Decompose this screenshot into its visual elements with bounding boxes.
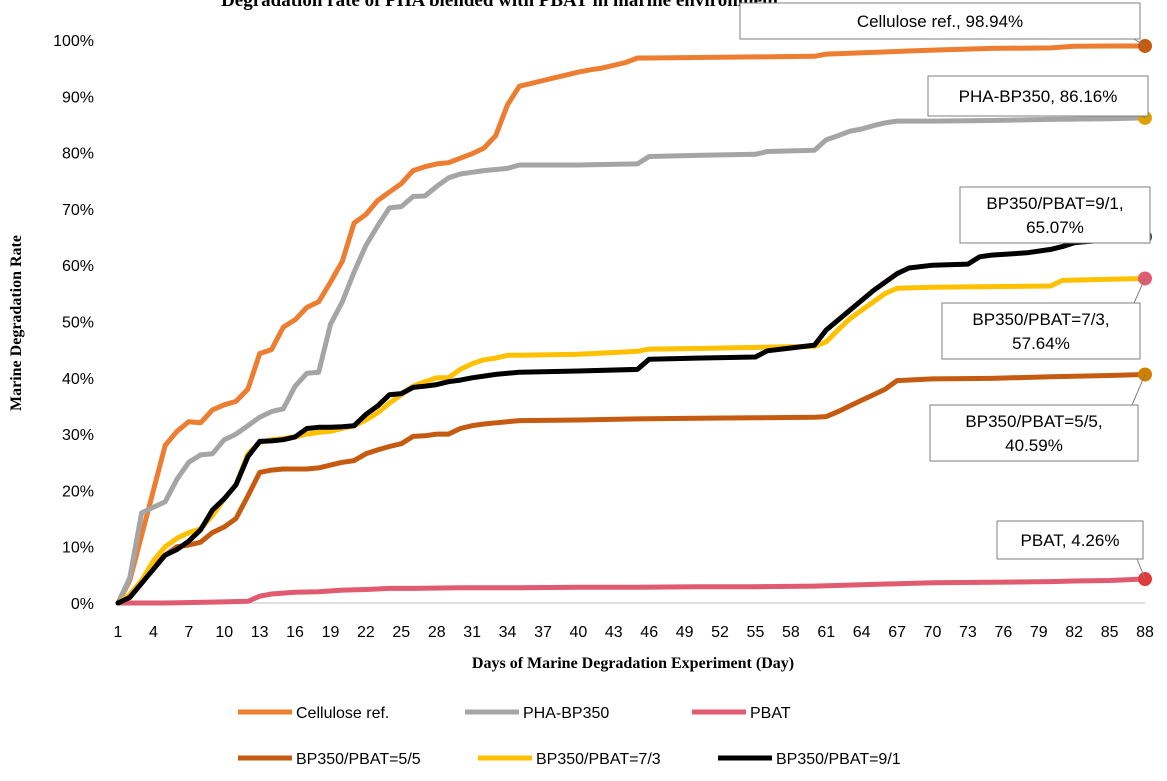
series-line-1 bbox=[115, 115, 1148, 606]
x-tick-label: 49 bbox=[676, 624, 694, 641]
data-label-line-1: BP350/PBAT=7/3, bbox=[972, 310, 1109, 329]
legend-label: Cellulose ref. bbox=[296, 705, 389, 722]
data-label-callout: BP350/PBAT=7/3, 57.64% bbox=[941, 278, 1146, 360]
x-tick-label: 13 bbox=[251, 624, 269, 641]
x-axis-title: Days of Marine Degradation Experiment (D… bbox=[472, 655, 794, 672]
y-tick-label: 30% bbox=[62, 427, 94, 444]
y-tick-label: 80% bbox=[62, 146, 94, 163]
x-tick-label: 55 bbox=[747, 624, 765, 641]
series-line-0 bbox=[115, 43, 1148, 606]
series-line-5 bbox=[115, 234, 1148, 606]
callout-leader bbox=[1131, 374, 1146, 406]
y-tick-label: 90% bbox=[62, 89, 94, 106]
x-tick-label: 73 bbox=[959, 624, 977, 641]
data-label-text: BP350/PBAT=7/3, 57.64% bbox=[972, 310, 1109, 353]
legend-item: BP350/PBAT=9/1 bbox=[718, 751, 901, 768]
y-tick-label: 20% bbox=[62, 483, 94, 500]
x-tick-label: 70 bbox=[924, 624, 942, 641]
series-line-2 bbox=[115, 576, 1148, 606]
x-tick-label: 7 bbox=[184, 624, 193, 641]
x-tick-label: 28 bbox=[428, 624, 446, 641]
data-label-callout: BP350/PBAT=9/1, 65.07% bbox=[959, 186, 1151, 244]
x-tick-label: 10 bbox=[215, 624, 233, 641]
x-tick-label: 16 bbox=[286, 624, 304, 641]
x-tick-label: 1 bbox=[114, 624, 123, 641]
x-tick-label: 61 bbox=[817, 624, 835, 641]
callout-box bbox=[996, 520, 1144, 560]
callout-box bbox=[739, 2, 1141, 40]
data-label-callout: PHA-BP350, 86.16% bbox=[927, 75, 1149, 119]
data-label-text: BP350/PBAT=5/5, 40.59% bbox=[965, 412, 1102, 455]
legend-label: BP350/PBAT=7/3 bbox=[536, 751, 661, 768]
data-label-text: PHA-BP350, 86.16% bbox=[959, 87, 1118, 106]
callout-box bbox=[941, 302, 1141, 360]
data-label-callout: Cellulose ref., 98.94% bbox=[739, 2, 1146, 47]
callout-leader bbox=[1136, 558, 1146, 580]
data-label-line-1: BP350/PBAT=9/1, bbox=[986, 194, 1123, 213]
data-label-callout: BP350/PBAT=5/5, 40.59% bbox=[929, 374, 1146, 462]
data-label-callout: PBAT, 4.26% bbox=[996, 520, 1146, 580]
y-tick-label: 100% bbox=[53, 33, 94, 50]
legend-label: PBAT bbox=[750, 705, 791, 722]
data-label-line-2: 65.07% bbox=[1026, 218, 1084, 237]
y-tick-label: 0% bbox=[71, 596, 94, 613]
x-tick-label: 46 bbox=[640, 624, 658, 641]
x-tick-label: 25 bbox=[392, 624, 410, 641]
legend-item: BP350/PBAT=5/5 bbox=[238, 751, 421, 768]
y-tick-label: 60% bbox=[62, 258, 94, 275]
x-tick-label: 76 bbox=[994, 624, 1012, 641]
callout-box bbox=[927, 75, 1149, 117]
x-tick-label: 88 bbox=[1136, 624, 1154, 641]
x-tick-label: 52 bbox=[711, 624, 729, 641]
chart-title: Degradation rate of PHA blended with PBA… bbox=[221, 0, 780, 11]
y-tick-label: 10% bbox=[62, 540, 94, 557]
data-label-text: BP350/PBAT=9/1, 65.07% bbox=[986, 194, 1123, 237]
x-tick-label: 22 bbox=[357, 624, 375, 641]
y-tick-label: 50% bbox=[62, 315, 94, 332]
callout-box bbox=[929, 404, 1139, 462]
x-tick-label: 31 bbox=[463, 624, 481, 641]
legend-item: PBAT bbox=[692, 705, 791, 722]
data-label-line-1: BP350/PBAT=5/5, bbox=[965, 412, 1102, 431]
y-axis-title: Marine Degradation Rate bbox=[8, 235, 25, 411]
x-tick-label: 43 bbox=[605, 624, 623, 641]
x-tick-label: 40 bbox=[569, 624, 587, 641]
data-label-text: PBAT, 4.26% bbox=[1021, 531, 1120, 550]
callout-leader bbox=[1133, 278, 1146, 304]
callout-box bbox=[959, 186, 1151, 244]
series-line-3 bbox=[115, 372, 1148, 606]
data-label-line-2: 40.59% bbox=[1005, 436, 1063, 455]
legend-item: PHA-BP350 bbox=[465, 705, 609, 722]
data-label-text: Cellulose ref., 98.94% bbox=[857, 12, 1023, 31]
legend-item: BP350/PBAT=7/3 bbox=[478, 751, 661, 768]
legend-label: BP350/PBAT=5/5 bbox=[296, 751, 421, 768]
y-tick-label: 40% bbox=[62, 371, 94, 388]
callout-leader bbox=[1133, 38, 1146, 47]
x-tick-label: 4 bbox=[149, 624, 158, 641]
legend-label: PHA-BP350 bbox=[523, 705, 609, 722]
x-tick-label: 85 bbox=[1101, 624, 1119, 641]
x-tick-label: 67 bbox=[888, 624, 906, 641]
x-tick-label: 19 bbox=[322, 624, 340, 641]
legend-label: BP350/PBAT=9/1 bbox=[776, 751, 901, 768]
x-tick-label: 79 bbox=[1030, 624, 1048, 641]
legend-item: Cellulose ref. bbox=[238, 705, 389, 722]
y-tick-label: 70% bbox=[62, 202, 94, 219]
x-tick-label: 34 bbox=[499, 624, 517, 641]
x-tick-label: 37 bbox=[534, 624, 552, 641]
x-tick-label: 64 bbox=[853, 624, 871, 641]
data-label-line-2: 57.64% bbox=[1012, 334, 1070, 353]
x-tick-label: 58 bbox=[782, 624, 800, 641]
x-tick-label: 82 bbox=[1065, 624, 1083, 641]
